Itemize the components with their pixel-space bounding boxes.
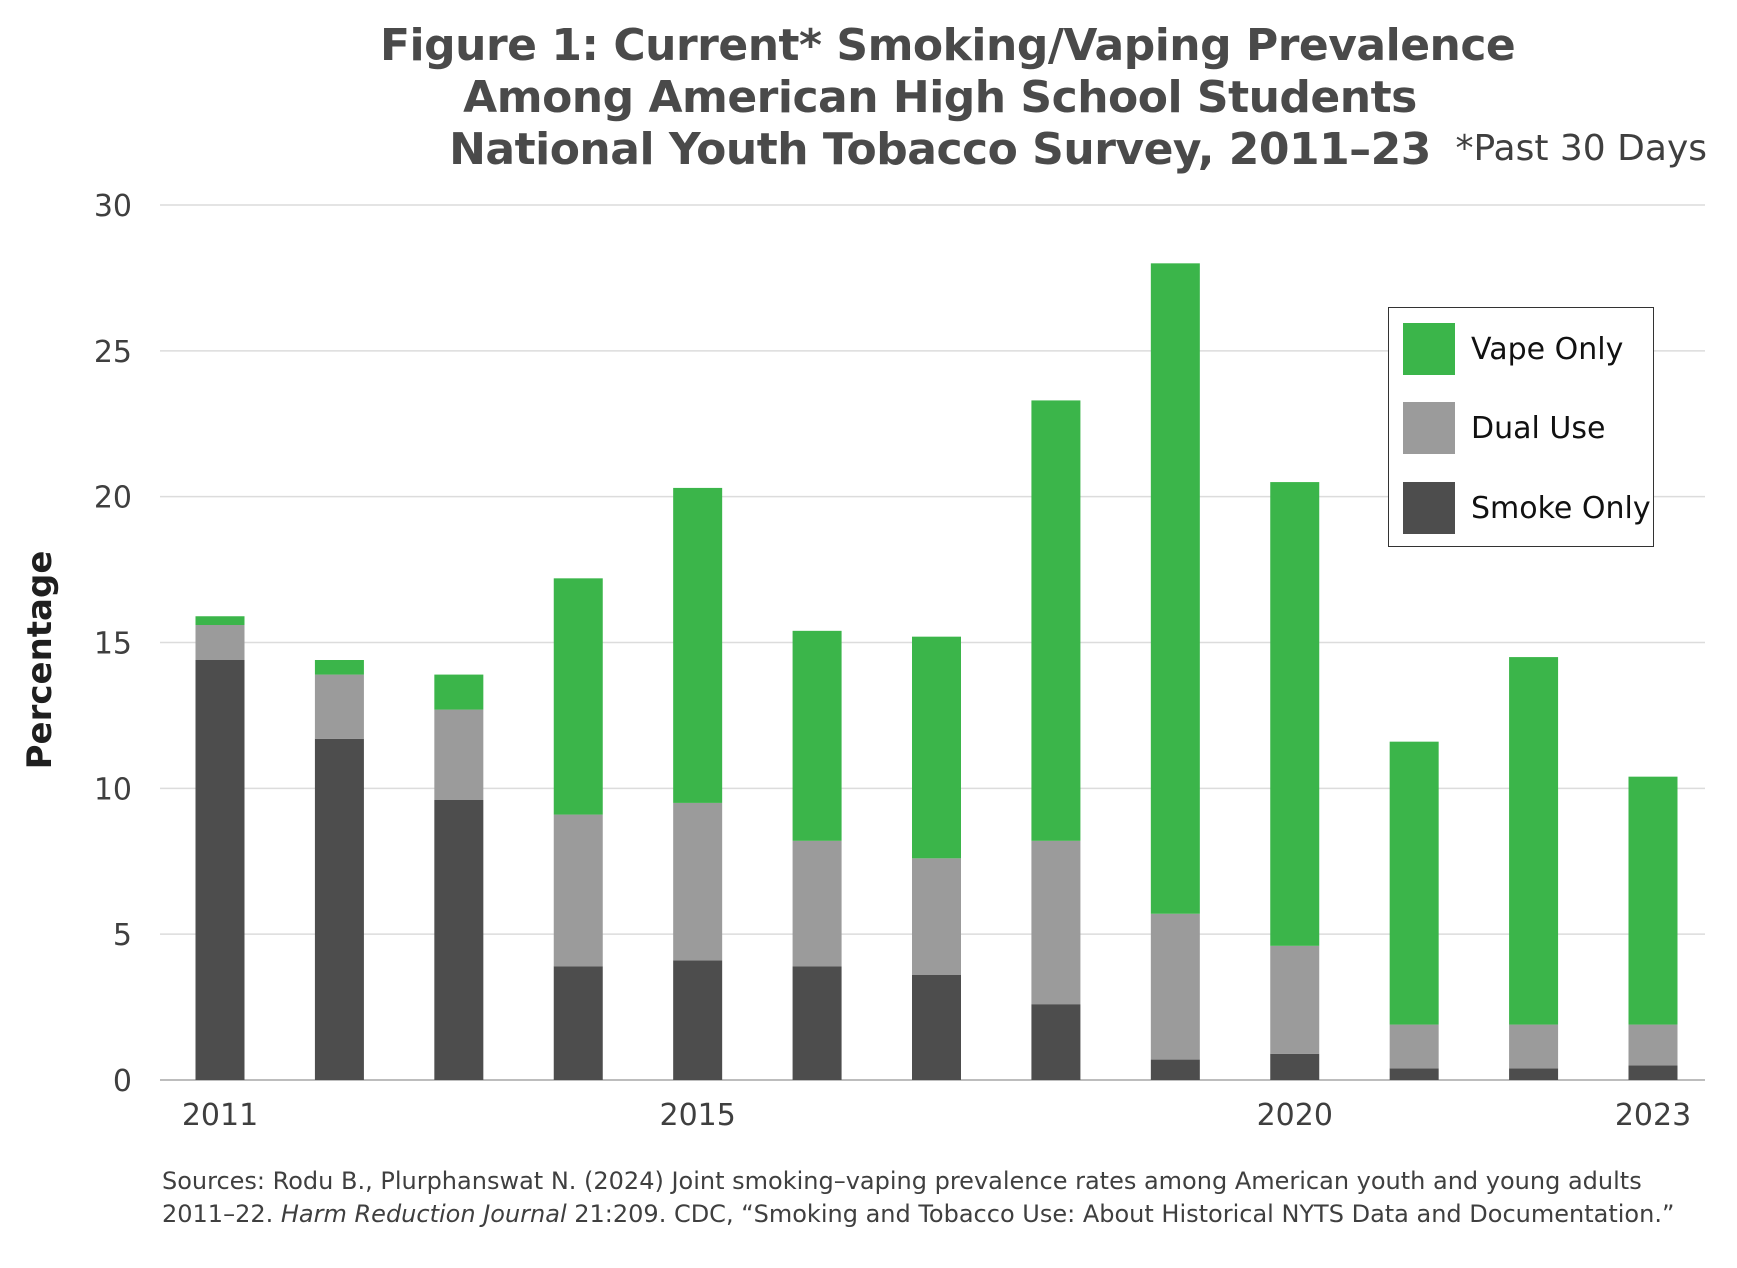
bar-vape-only-2014 xyxy=(553,578,603,815)
bar-dual-use-2014 xyxy=(553,814,603,967)
chart-title: Figure 1: Current* Smoking/Vaping Preval… xyxy=(380,20,1516,176)
y-tick-label: 0 xyxy=(113,1064,132,1099)
bar-vape-only-2017 xyxy=(912,636,961,859)
legend-item-dual-use: Dual Use xyxy=(1403,401,1605,455)
bar-vape-only-2021 xyxy=(1389,741,1439,1025)
y-tick-label: 15 xyxy=(94,627,132,662)
y-tick-label: 10 xyxy=(94,772,132,807)
bar-dual-use-2019 xyxy=(1150,913,1200,1060)
legend-label-dual-use: Dual Use xyxy=(1471,410,1606,446)
bar-smoke-only-2022 xyxy=(1509,1068,1559,1080)
sources-text-prefix: Sources: Rodu B., Plurphanswat N. (2024)… xyxy=(162,1167,1642,1228)
bar-vape-only-2015 xyxy=(673,487,723,803)
x-axis-ticks: 2011 2015 2020 2023 xyxy=(182,1098,1691,1133)
bar-vape-only-2023 xyxy=(1628,776,1678,1025)
chart-footnote-marker: *Past 30 Days xyxy=(1455,128,1707,169)
bar-vape-only-2011 xyxy=(195,616,245,625)
bar-dual-use-2012 xyxy=(314,674,364,739)
chart-title-line-1: Figure 1: Current* Smoking/Vaping Preval… xyxy=(380,20,1516,71)
legend-swatch-vape-only xyxy=(1403,323,1455,375)
bar-dual-use-2020 xyxy=(1270,945,1320,1054)
sources-journal: Harm Reduction Journal xyxy=(280,1200,567,1228)
bar-smoke-only-2020 xyxy=(1270,1053,1320,1080)
bar-smoke-only-2021 xyxy=(1389,1068,1439,1080)
chart-title-line-3: National Youth Tobacco Survey, 2011–23 xyxy=(449,124,1431,175)
chart-legend: Vape Only Dual Use Smoke Only xyxy=(1388,307,1654,547)
bar-vape-only-2019 xyxy=(1150,263,1200,914)
bar-smoke-only-2019 xyxy=(1150,1059,1200,1080)
bar-dual-use-2023 xyxy=(1628,1024,1678,1066)
y-axis-ticks: 0 5 10 15 20 25 30 xyxy=(94,189,132,1099)
bar-smoke-only-2012 xyxy=(314,738,364,1080)
bar-smoke-only-2013 xyxy=(434,800,484,1080)
bar-smoke-only-2015 xyxy=(673,960,723,1080)
bar-smoke-only-2011 xyxy=(195,660,245,1080)
y-tick-label: 25 xyxy=(94,335,132,370)
y-tick-label: 30 xyxy=(94,189,132,224)
y-tick-label: 20 xyxy=(94,481,132,516)
bar-dual-use-2022 xyxy=(1509,1024,1559,1069)
legend-item-vape-only: Vape Only xyxy=(1403,322,1623,376)
bar-smoke-only-2018 xyxy=(1031,1004,1081,1080)
bar-vape-only-2013 xyxy=(434,674,484,710)
bar-vape-only-2018 xyxy=(1031,400,1081,841)
bar-dual-use-2011 xyxy=(195,625,245,660)
chart-title-line-2: Among American High School Students xyxy=(463,72,1417,123)
bar-vape-only-2022 xyxy=(1509,657,1559,1025)
legend-label-vape-only: Vape Only xyxy=(1471,331,1624,367)
bars xyxy=(195,263,1678,1080)
legend-item-smoke-only: Smoke Only xyxy=(1403,481,1651,535)
legend-swatch-dual-use xyxy=(1403,402,1455,454)
sources-text-suffix: 21:209. CDC, “Smoking and Tobacco Use: A… xyxy=(566,1200,1675,1228)
bar-vape-only-2020 xyxy=(1270,482,1320,946)
bar-dual-use-2018 xyxy=(1031,840,1081,1005)
legend-swatch-smoke-only xyxy=(1403,482,1455,534)
legend-label-smoke-only: Smoke Only xyxy=(1471,490,1651,526)
bar-dual-use-2021 xyxy=(1389,1024,1439,1069)
bar-dual-use-2017 xyxy=(912,858,961,975)
bar-smoke-only-2017 xyxy=(912,975,961,1080)
x-tick-label: 2015 xyxy=(659,1098,735,1133)
bar-dual-use-2013 xyxy=(434,709,484,800)
bar-smoke-only-2016 xyxy=(792,966,842,1080)
sources-note: Sources: Rodu B., Plurphanswat N. (2024)… xyxy=(162,1165,1702,1231)
bar-smoke-only-2023 xyxy=(1628,1065,1678,1080)
x-tick-label: 2020 xyxy=(1257,1098,1333,1133)
bar-vape-only-2012 xyxy=(314,660,364,675)
x-tick-label: 2011 xyxy=(182,1098,258,1133)
bar-smoke-only-2014 xyxy=(553,966,603,1080)
bar-dual-use-2015 xyxy=(673,802,723,961)
bar-vape-only-2016 xyxy=(792,630,842,841)
bar-dual-use-2016 xyxy=(792,840,842,967)
y-tick-label: 5 xyxy=(113,918,132,953)
x-tick-label: 2023 xyxy=(1615,1098,1691,1133)
